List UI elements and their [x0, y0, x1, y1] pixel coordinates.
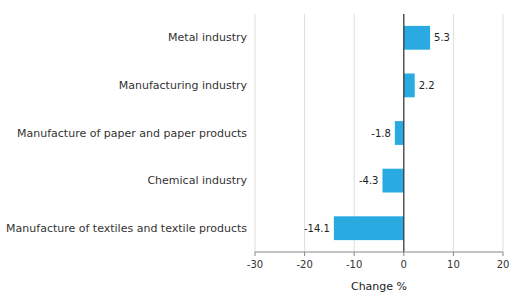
chart-container: -14.1 -4.3 -1.8 2.2 5.3 Manufacture of textil…	[0, 0, 525, 300]
chart: -14.1 -4.3 -1.8 2.2 5.3 Manufacture of textil…	[0, 0, 525, 300]
x-axis: -30 -20 -10 0 10 20 Change %	[247, 252, 510, 293]
data-label: 2.2	[419, 80, 435, 91]
category-label: Manufacture of paper and paper products	[17, 127, 247, 140]
bar	[382, 169, 403, 193]
tick-label: 0	[401, 259, 407, 270]
bars	[334, 14, 430, 252]
tick-label: 10	[447, 259, 460, 270]
tick-label: 20	[497, 259, 510, 270]
category-label: Manufacture of textiles and textile prod…	[6, 222, 247, 235]
grid-line	[304, 14, 305, 252]
category-label: Chemical industry	[147, 174, 247, 187]
grid-line	[453, 14, 454, 252]
axis-line	[255, 252, 503, 253]
tick-label: -20	[296, 259, 312, 270]
y-axis: Manufacture of textiles and textile prod…	[6, 31, 247, 234]
category-label: Manufacturing industry	[119, 79, 248, 92]
grid-line	[503, 14, 504, 252]
bar	[334, 216, 404, 240]
tick	[304, 252, 305, 256]
tick	[453, 252, 454, 256]
bar	[404, 26, 430, 50]
data-label: -4.3	[359, 175, 379, 186]
tick	[503, 252, 504, 256]
grid-line	[255, 14, 256, 252]
zero-line	[403, 14, 404, 252]
tick-label: -30	[247, 259, 263, 270]
data-label: 5.3	[434, 32, 450, 43]
data-label: -14.1	[304, 223, 330, 234]
data-label: -1.8	[371, 128, 391, 139]
tick	[354, 252, 355, 256]
grid-line	[403, 14, 404, 252]
tick	[255, 252, 256, 256]
tick	[403, 252, 404, 256]
bar	[395, 121, 404, 145]
category-label: Metal industry	[168, 31, 247, 44]
data-labels: -14.1 -4.3 -1.8 2.2 5.3	[304, 32, 450, 233]
x-axis-label: Change %	[351, 280, 407, 293]
tick-label: -10	[346, 259, 362, 270]
grid	[255, 14, 503, 252]
bar	[404, 74, 415, 98]
